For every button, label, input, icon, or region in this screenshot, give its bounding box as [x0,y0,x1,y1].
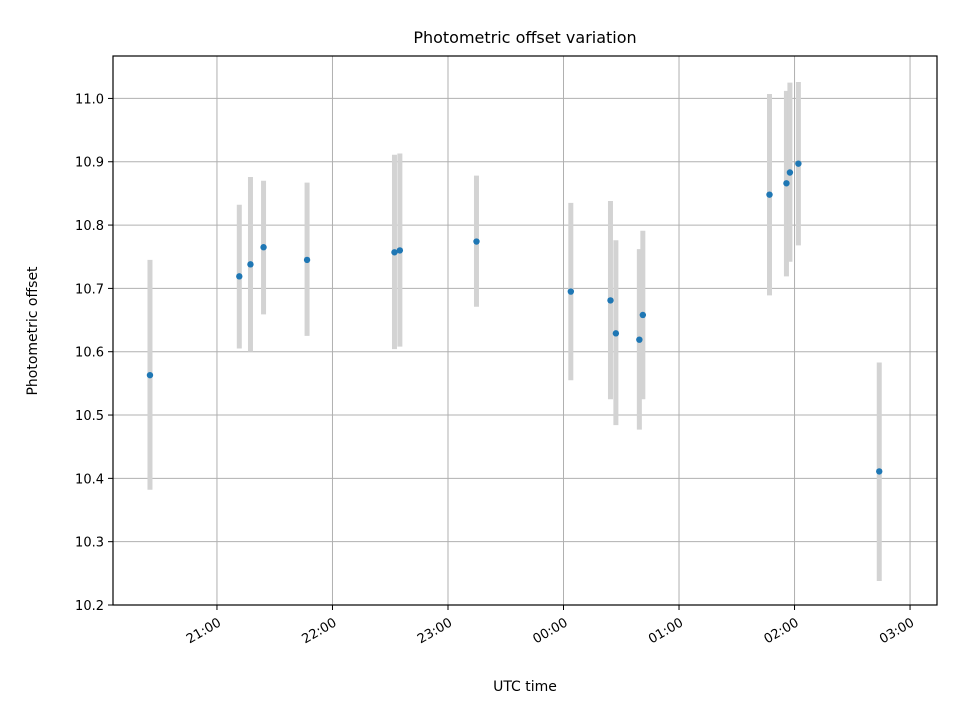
data-point [766,191,773,198]
y-axis-ticks: 10.2 10.3 10.4 10.5 10.6 10.7 10.8 10.9 11.0 [75,92,113,614]
data-point [391,249,398,256]
error-bars [147,81,882,581]
x-tick-label: 03:00 [877,615,917,647]
y-axis-label: Photometric offset [25,266,41,396]
x-tick-label: 22:00 [300,615,340,647]
data-point [396,247,404,254]
x-axis-ticks: 21:00 22:00 23:00 00:00 01:00 02:00 03:00 [184,605,917,647]
data-point [146,371,154,379]
chart-title: Photometric offset variation [413,28,636,47]
grid-lines [113,56,937,606]
x-axis-label: UTC time [493,679,557,695]
y-tick-label: 10.4 [75,472,104,487]
data-point [473,238,480,245]
data-point [236,273,243,280]
y-tick-label: 11.0 [75,92,104,107]
x-tick-label: 21:00 [184,615,224,647]
data-point [639,311,647,319]
data-point [786,169,794,176]
data-points [146,160,883,475]
data-point [567,288,575,295]
data-point [783,180,790,187]
data-point [260,244,267,251]
x-tick-label: 00:00 [531,615,571,647]
x-tick-label: 23:00 [415,615,455,647]
y-tick-label: 10.2 [75,599,104,614]
plot-frame [112,55,938,606]
data-point [303,256,311,264]
data-point [612,330,620,337]
y-tick-label: 10.9 [75,156,104,171]
y-tick-label: 10.6 [75,346,104,361]
data-point [636,336,643,343]
y-tick-label: 10.3 [75,536,104,551]
y-tick-label: 10.8 [75,219,104,234]
data-point [876,468,883,475]
x-tick-label: 01:00 [646,615,686,647]
data-point [607,297,614,304]
data-point [247,261,254,268]
y-tick-label: 10.7 [75,282,104,297]
data-point [795,160,802,167]
y-tick-label: 10.5 [75,409,104,424]
x-tick-label: 02:00 [762,615,802,647]
